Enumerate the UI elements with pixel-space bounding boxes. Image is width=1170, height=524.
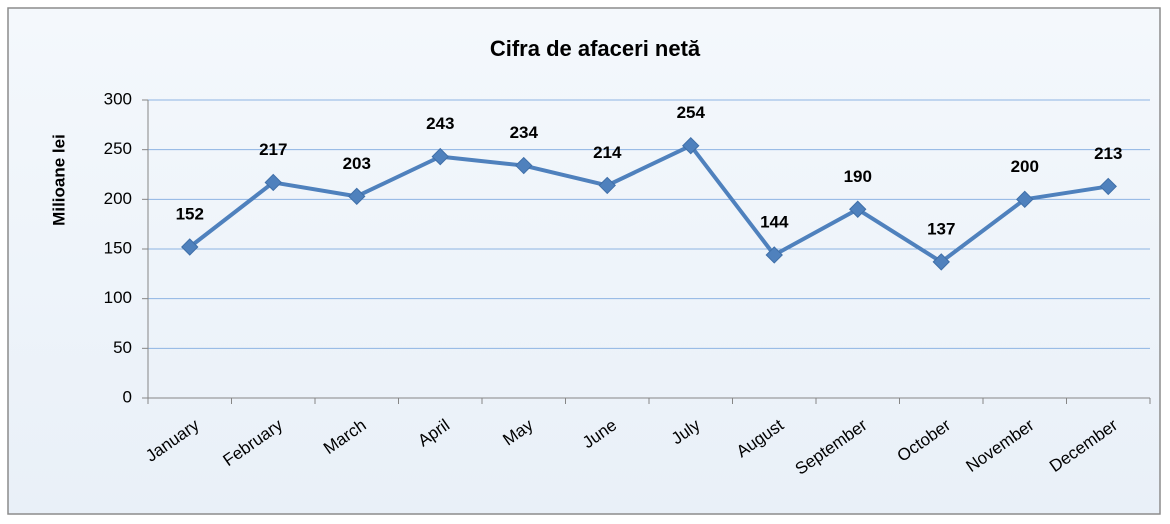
y-tick-label: 200 [104,189,132,208]
data-label: 200 [1011,157,1039,176]
data-label: 137 [927,219,955,238]
marker [598,176,616,195]
y-tick-label: 50 [113,338,132,357]
data-label: 214 [593,143,622,162]
y-tick-label: 0 [123,387,132,406]
marker [849,200,867,218]
data-label: 234 [510,123,539,142]
data-label: 217 [259,140,287,159]
y-tick-label: 300 [104,89,132,108]
data-label: 144 [760,212,789,231]
data-label: 190 [844,167,872,186]
marker [1099,177,1117,196]
data-label: 213 [1094,144,1122,163]
y-tick-label: 150 [104,238,132,257]
marker [765,246,783,264]
y-tick-label: 100 [104,288,132,307]
chart-title: Cifra de afaceri netă [490,36,701,61]
marker [264,173,282,192]
marker [431,147,449,166]
chart-frame [7,7,1161,515]
data-label: 203 [343,154,371,173]
marker [682,136,700,155]
y-tick-label: 250 [104,139,132,158]
line [188,143,1109,264]
marker [348,187,366,206]
data-label: 254 [677,103,706,122]
marker [932,253,950,271]
marker [1016,190,1034,209]
marker [515,156,533,175]
data-label: 243 [426,114,454,133]
data-label: 152 [176,204,204,223]
marker [181,238,199,256]
y-axis-label: Milioane lei [49,134,68,226]
